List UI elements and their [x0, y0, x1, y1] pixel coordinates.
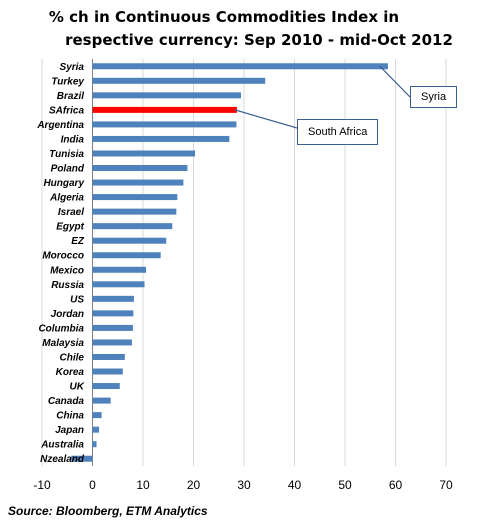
x-tick-label: 10 [136, 478, 150, 492]
category-label: US [70, 294, 84, 305]
x-tick-label: 50 [338, 478, 352, 492]
x-tick-label: 30 [237, 478, 251, 492]
x-tick-label: 60 [389, 478, 403, 492]
bar-japan [92, 426, 100, 433]
x-tick-label: 20 [187, 478, 201, 492]
category-label: Hungary [43, 178, 84, 189]
category-label: Syria [60, 62, 85, 73]
bar-egypt [92, 223, 173, 230]
bar-korea [92, 368, 123, 375]
category-label: Algeria [49, 193, 84, 204]
category-label: Russia [51, 280, 84, 291]
annotation-south-africa: South Africa [297, 119, 379, 145]
bar-poland [92, 165, 188, 172]
category-label: Argentina [36, 120, 84, 131]
category-label: India [61, 134, 85, 145]
category-label: Australia [40, 440, 84, 451]
leader-line-syria [379, 65, 411, 98]
bar-brazil [92, 92, 241, 99]
bar-tunisia [92, 150, 196, 157]
category-label: Canada [48, 396, 85, 407]
bar-chile [92, 353, 125, 360]
bar-algeria [92, 194, 178, 201]
category-label: Columbia [38, 323, 84, 334]
category-label: Poland [51, 164, 85, 175]
chart-title: % ch in Continuous Commodities Index in … [0, 6, 478, 52]
bar-malaysia [92, 339, 132, 346]
bar-columbia [92, 324, 133, 331]
bar-syria [92, 63, 388, 70]
category-label: Egypt [56, 222, 84, 233]
category-label: Japan [55, 425, 84, 436]
chart-title-line-2: respective currency: Sep 2010 - mid-Oct … [65, 31, 453, 49]
category-label: Jordan [51, 309, 84, 320]
bar-argentina [92, 121, 237, 128]
bar-mexico [92, 266, 147, 273]
bar-china [92, 412, 102, 419]
bar-ez [92, 237, 167, 244]
bar-safrica [92, 106, 237, 113]
bar-australia [92, 441, 97, 448]
bar-uk [92, 383, 120, 390]
category-label: Chile [60, 352, 85, 363]
category-label: Tunisia [49, 149, 84, 160]
category-label: EZ [71, 236, 85, 247]
category-label: Israel [58, 207, 84, 218]
x-tick-label: 40 [288, 478, 302, 492]
bar-canada [92, 397, 111, 404]
bar-hungary [92, 179, 184, 186]
annotation-syria: Syria [410, 86, 458, 108]
bar-russia [92, 281, 145, 288]
bar-us [92, 295, 134, 302]
category-label: Turkey [51, 76, 84, 87]
category-label: Malaysia [42, 338, 84, 349]
bar-jordan [92, 310, 134, 317]
source-note: Source: Bloomberg, ETM Analytics [8, 504, 208, 518]
category-label: Mexico [50, 265, 84, 276]
bar-india [92, 135, 230, 142]
x-tick-label: 0 [89, 478, 96, 492]
bar-nzealand [71, 455, 93, 462]
bar-israel [92, 208, 177, 215]
category-label: Korea [56, 367, 85, 378]
category-label: Morocco [42, 251, 84, 262]
bar-turkey [92, 77, 266, 84]
category-label: Brazil [57, 91, 84, 102]
category-label: Nzealand [40, 454, 85, 465]
category-label: UK [70, 382, 85, 393]
chart-title-line-1: % ch in Continuous Commodities Index in [48, 8, 400, 26]
category-label: SAfrica [49, 105, 84, 116]
bar-morocco [92, 252, 161, 259]
x-tick-label: 70 [439, 478, 453, 492]
leader-line-south-africa [234, 109, 298, 129]
x-tick-label: -10 [33, 478, 51, 492]
category-label: China [56, 411, 84, 422]
